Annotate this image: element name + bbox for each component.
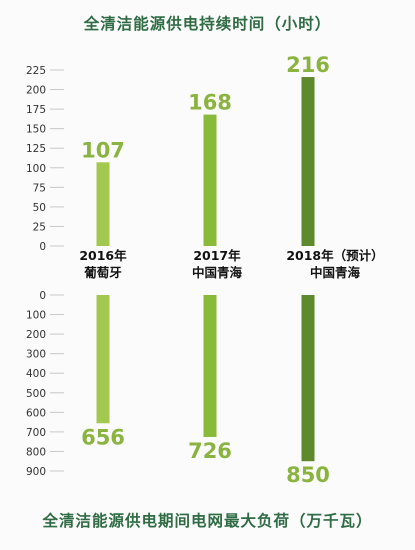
chart1-bar-2 [203,114,217,246]
top-chart-title: 全清洁能源供电持续时间（小时） [83,15,332,33]
chart2-y-tick-label-9: 900 [26,466,46,478]
chart1-y-tick-label-0: 0 [39,241,46,253]
chart1-y-tick-label-2: 50 [33,202,46,214]
category-label-2: 2017年 中国青海 [191,248,242,280]
chart2-y-tick-label-8: 800 [26,446,46,458]
chart2-bar-1 [96,295,110,424]
chart1-y-tick-label-3: 75 [33,182,46,194]
chart1-data-label-3: 216 [286,53,330,77]
chart1-y-tick-label-8: 200 [26,85,46,97]
chart1-y-tick-label-1: 25 [33,221,46,233]
chart1-bar-3 [301,77,315,246]
chart1-bar-1 [96,162,110,246]
chart2-y-tick-label-1: 100 [26,310,46,322]
chart1-y-tick-label-6: 150 [26,124,46,136]
chart2-data-label-2: 726 [188,439,232,463]
chart1-y-tick-label-5: 125 [26,143,46,155]
chart2-y-tick-label-6: 600 [26,407,46,419]
category-label-1: 2016年 葡萄牙 [79,248,127,280]
chart1-y-tick-label-4: 100 [26,163,46,175]
chart2-y-tick-label-4: 400 [26,368,46,380]
bottom-chart-title: 全清洁能源供电期间电网最大负荷（万千瓦） [42,512,373,530]
chart2-bar-3 [301,295,315,462]
chart2-y-tick-label-7: 700 [26,427,46,439]
chart2-y-tick-label-3: 300 [26,349,46,361]
category-label-3: 2018年（预计） 中国青海 [286,248,384,280]
chart1-y-tick-label-7: 175 [26,104,46,116]
chart1-data-label-1: 107 [81,138,125,162]
chart2-bar-2 [203,295,217,437]
chart1-data-label-2: 168 [188,91,232,115]
chart1-y-tick-label-9: 225 [26,65,46,77]
chart2-y-tick-label-5: 500 [26,388,46,400]
chart2-data-label-1: 656 [81,425,125,449]
chart2-y-tick-label-2: 200 [26,329,46,341]
chart2-y-tick-label-0: 0 [39,290,46,302]
chart2-data-label-3: 850 [286,463,330,487]
